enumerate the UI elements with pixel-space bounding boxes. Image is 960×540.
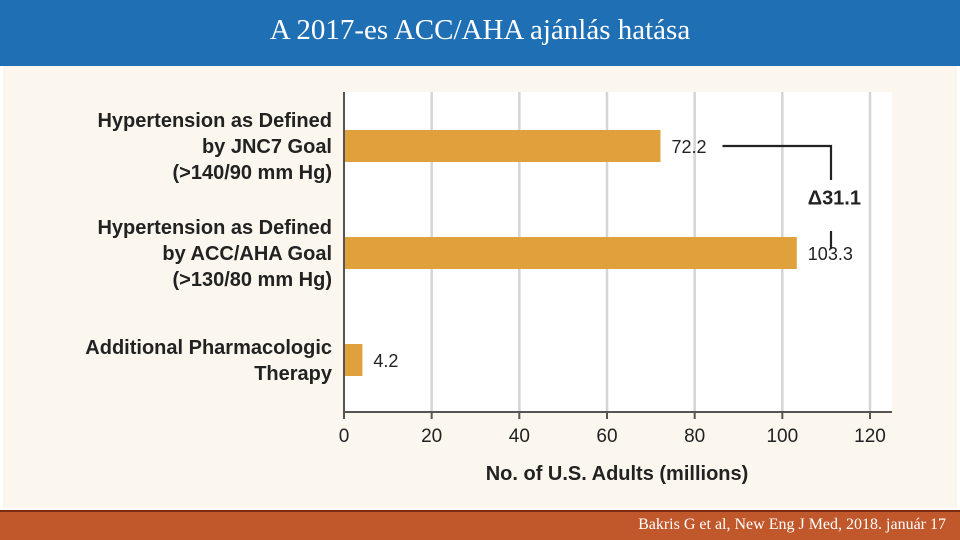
bar bbox=[344, 344, 363, 376]
category-label: by ACC/AHA Goal bbox=[162, 243, 332, 265]
x-tick-label: 60 bbox=[596, 426, 617, 447]
data-label: 4.2 bbox=[373, 351, 398, 371]
delta-value: 31.1 bbox=[822, 188, 861, 210]
x-tick-label: 100 bbox=[766, 426, 798, 447]
bar bbox=[344, 237, 797, 269]
bar-chart: 72.2 103.3 4.2 Hypertension as Defined by JN… bbox=[85, 92, 892, 485]
x-tick-label: 80 bbox=[684, 426, 705, 447]
data-label: 103.3 bbox=[808, 244, 853, 264]
category-label: Therapy bbox=[254, 363, 333, 385]
x-tick-label: 120 bbox=[854, 426, 886, 447]
x-tick-label: 0 bbox=[339, 426, 350, 447]
x-tick-label: 20 bbox=[421, 426, 442, 447]
annotation-bracket bbox=[722, 144, 833, 180]
footer-divider bbox=[0, 510, 960, 512]
category-label: Hypertension as Defined bbox=[97, 217, 332, 239]
delta-annotation: Δ31.1 bbox=[808, 188, 861, 210]
slide-header: A 2017-es ACC/AHA ajánlás hatása bbox=[0, 0, 960, 66]
delta-symbol: Δ bbox=[808, 188, 822, 210]
chart-panel: 72.2 103.3 4.2 Hypertension as Defined by JN… bbox=[3, 66, 957, 508]
category-label: by JNC7 Goal bbox=[202, 136, 332, 158]
slide-footer: Bakris G et al, New Eng J Med, 2018. jan… bbox=[0, 510, 960, 540]
bar bbox=[344, 130, 661, 162]
slide-title: A 2017-es ACC/AHA ajánlás hatása bbox=[269, 14, 691, 46]
category-label: (>140/90 mm Hg) bbox=[172, 162, 332, 184]
x-tick-label: 40 bbox=[509, 426, 530, 447]
x-axis-title: No. of U.S. Adults (millions) bbox=[486, 463, 749, 485]
category-label: Hypertension as Defined bbox=[97, 110, 332, 132]
data-label: 72.2 bbox=[671, 137, 706, 157]
category-label: (>130/80 mm Hg) bbox=[172, 269, 332, 291]
category-label: Additional Pharmacologic bbox=[85, 337, 332, 359]
citation: Bakris G et al, New Eng J Med, 2018. jan… bbox=[638, 516, 946, 533]
